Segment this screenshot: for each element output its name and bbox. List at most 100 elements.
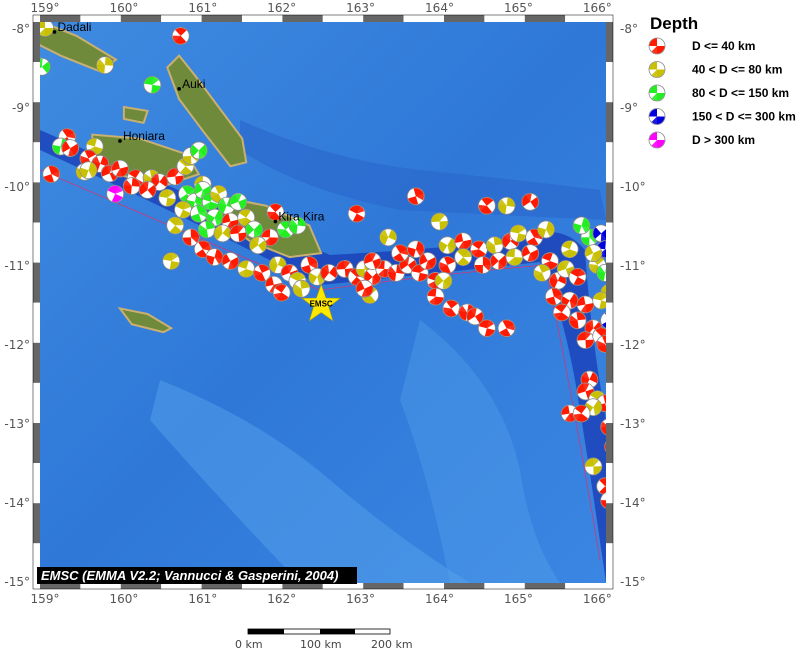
lat-tick-label: -11° — [620, 259, 646, 273]
lat-tick-label: -9° — [620, 101, 638, 115]
earthquake-event — [40, 22, 54, 37]
lat-tick-label: -15° — [4, 575, 30, 589]
lat-tick-label: -8° — [620, 22, 638, 36]
lat-tick-label: -8° — [12, 22, 30, 36]
trench — [40, 130, 606, 583]
earthquake-event — [42, 165, 61, 184]
earthquake-event — [229, 224, 248, 243]
earthquake-event — [138, 181, 157, 199]
city-dot — [118, 139, 122, 143]
legend-title: Depth — [650, 14, 698, 33]
earthquake-event — [122, 177, 141, 195]
earthquake-event — [355, 279, 374, 298]
lat-tick-label: -11° — [4, 259, 30, 273]
earthquake-event — [576, 295, 595, 314]
earthquake-event — [406, 187, 425, 206]
earthquake-event — [600, 418, 606, 436]
earthquake-event — [245, 220, 263, 239]
earthquake-event — [171, 27, 190, 45]
island-florida — [122, 105, 149, 124]
earthquake-event — [592, 224, 606, 243]
earthquake-event — [40, 57, 51, 76]
earthquake-event — [182, 228, 200, 247]
lat-tick-label: -12° — [4, 338, 30, 352]
lon-tick-label: 163° — [346, 1, 375, 15]
earthquake-event — [600, 311, 606, 330]
earthquake-event — [292, 279, 311, 298]
earthquake-event — [454, 248, 473, 267]
scale-label-0: 0 km — [235, 638, 263, 650]
lon-tick-label: 161° — [188, 592, 217, 606]
lon-tick-label: 166° — [583, 592, 612, 606]
lon-tick-label: 161° — [188, 1, 217, 15]
city-dot — [177, 87, 181, 91]
legend-beachball-icon — [648, 108, 666, 125]
lon-tick-label: 159° — [31, 592, 60, 606]
earthquake-event — [572, 404, 591, 423]
lat-tick-label: -13° — [4, 417, 30, 431]
earthquake-event — [379, 228, 398, 247]
earthquake-event — [509, 224, 528, 243]
earthquake-event — [596, 335, 606, 353]
earthquake-event — [189, 141, 208, 160]
lat-tick-label: -10° — [620, 180, 646, 194]
earthquake-events — [40, 22, 606, 510]
island-malaita — [166, 54, 248, 168]
earthquake-event — [266, 203, 285, 221]
earthquake-event — [249, 236, 267, 255]
earthquake-event — [253, 263, 271, 282]
earthquake-event — [584, 244, 603, 263]
earthquake-event — [438, 256, 457, 274]
lat-tick-label: -14° — [620, 496, 646, 510]
lat-tick-label: -12° — [620, 338, 646, 352]
earthquake-event — [221, 252, 240, 270]
lat-tick-label: -15° — [620, 575, 646, 589]
earthquake-event — [596, 477, 606, 496]
earthquake-event — [545, 287, 563, 306]
legend-beachball-icon — [648, 37, 666, 55]
earthquake-event — [213, 224, 232, 243]
depth-legend: Depth D <= 40 km 40 < D <= 80 km 80 < D <=… — [648, 14, 796, 149]
earthquake-event — [79, 161, 98, 180]
axis-ticks: 159° 159° 160° 160° 161° 161° 162° 162° 163° 163°… — [4, 1, 645, 606]
earthquake-event — [576, 331, 595, 349]
lon-tick-label: 160° — [109, 592, 138, 606]
city-label: Kira Kira — [278, 210, 324, 224]
credit-box: EMSC (EMMA V2.2; Vannucci & Gasperini, 2… — [37, 567, 357, 584]
earthquake-event — [229, 192, 248, 211]
city-labels: Dadali Auki Honiara Kira Kira — [52, 20, 325, 224]
earthquake-event — [477, 319, 496, 338]
lon-tick-label: 162° — [267, 1, 296, 15]
earthquake-event — [466, 307, 484, 326]
earthquake-event — [521, 192, 540, 211]
earthquake-event — [205, 248, 224, 267]
city-label: Honiara — [123, 129, 165, 143]
plateau — [150, 380, 470, 583]
earthquake-event — [189, 204, 208, 223]
legend-beachball-icon — [648, 61, 666, 78]
earthquake-event — [473, 256, 492, 274]
legend-beachball-icon — [648, 131, 666, 149]
earthquake-event — [552, 303, 571, 322]
earthquake-event — [96, 56, 114, 75]
earthquake-event — [497, 319, 516, 338]
earthquake-event — [426, 287, 445, 306]
earthquake-event — [61, 139, 80, 157]
earthquake-event — [347, 204, 366, 223]
lon-tick-label: 164° — [425, 1, 454, 15]
earthquake-event — [592, 291, 606, 310]
legend-item-label: 40 < D <= 80 km — [692, 63, 782, 77]
city-label: Dadali — [57, 20, 91, 34]
epicenter-label: EMSC — [310, 300, 333, 309]
legend-item-label: D <= 40 km — [692, 39, 755, 53]
lon-tick-label: 160° — [109, 1, 138, 15]
earthquake-event — [505, 248, 524, 267]
scale-label-100: 100 km — [300, 638, 342, 650]
lat-tick-label: -9° — [12, 101, 30, 115]
earthquake-event — [406, 240, 425, 259]
earthquake-event — [477, 196, 496, 215]
earthquake-event — [162, 252, 181, 270]
earthquake-event — [288, 216, 307, 235]
earthquake-event — [158, 188, 177, 207]
